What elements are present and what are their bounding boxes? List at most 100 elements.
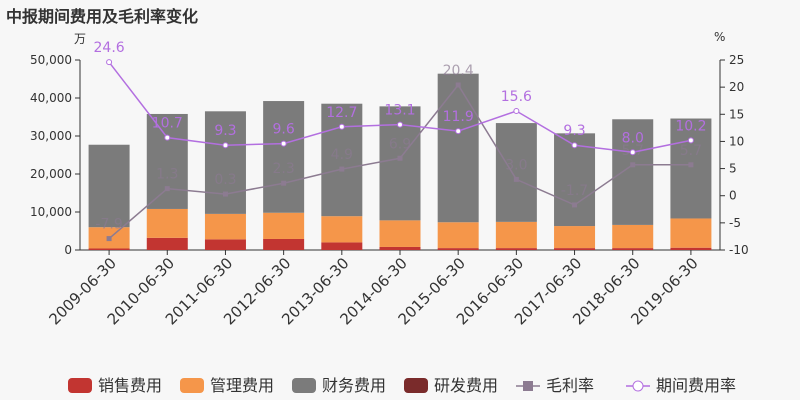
bar-segment	[263, 101, 305, 213]
bar-segment	[263, 212, 305, 239]
line-point	[572, 202, 578, 208]
line-point	[397, 121, 403, 128]
y-right-tick-label: -5	[729, 216, 741, 230]
right-axis-unit: %	[714, 30, 726, 44]
bar-segment	[88, 248, 130, 250]
bar-segment	[495, 248, 537, 250]
bar-segment	[612, 248, 654, 250]
data-label: 8.0	[622, 130, 644, 146]
legend-label: 财务费用	[322, 376, 386, 395]
bar-segment	[146, 237, 188, 250]
line-point	[106, 236, 112, 242]
bar-segment	[495, 221, 537, 249]
line-point	[338, 123, 345, 130]
y-left-tick-label: 10,000	[30, 205, 72, 219]
data-label: 15.6	[501, 89, 532, 105]
line-point	[222, 142, 229, 149]
data-label: 6.9	[389, 136, 411, 152]
y-right-tick-label: 20	[729, 80, 744, 94]
line-point	[629, 149, 636, 156]
line-point	[339, 166, 345, 172]
bar-segment	[670, 118, 712, 219]
line-point	[222, 191, 228, 197]
legend-swatch	[180, 378, 204, 393]
line-point	[164, 134, 171, 141]
bar-segment	[146, 113, 188, 209]
legend-label: 毛利率	[546, 376, 594, 395]
bar-segment	[437, 248, 479, 250]
data-label: 2.3	[273, 161, 295, 177]
bar-segment	[146, 208, 188, 238]
line-point	[513, 108, 520, 115]
line-point	[513, 176, 519, 182]
y-right-tick-label: -10	[729, 243, 749, 257]
bar-segment	[263, 238, 305, 250]
data-label: 0.3	[214, 172, 236, 188]
data-label: 13.1	[384, 103, 415, 119]
data-label: 3.0	[505, 157, 527, 173]
bar-segment	[554, 226, 596, 249]
bar-segment	[321, 216, 363, 243]
bar-segment	[612, 119, 654, 225]
legend-swatch	[68, 378, 92, 393]
legend-marker	[632, 380, 644, 392]
line-point	[164, 186, 170, 192]
bar-segment	[204, 239, 246, 250]
line-point	[397, 155, 403, 161]
data-label: 24.6	[94, 40, 125, 56]
line-point	[688, 162, 694, 168]
bar-segment	[204, 213, 246, 240]
line-point	[280, 140, 287, 147]
data-label: 10.2	[675, 118, 706, 134]
data-label: 4.9	[331, 147, 353, 163]
data-label: 10.7	[152, 116, 183, 132]
data-label: 12.7	[326, 105, 357, 121]
bar-segment	[670, 218, 712, 248]
chart-title: 中报期间费用及毛利率变化	[6, 7, 199, 26]
bar-segment	[88, 144, 130, 228]
data-label: 9.3	[563, 123, 585, 139]
y-left-tick-label: 30,000	[30, 129, 72, 143]
bar-segment	[554, 248, 596, 250]
legend-marker	[523, 381, 533, 391]
data-label: 9.6	[273, 122, 295, 138]
y-right-tick-label: 25	[729, 53, 744, 67]
legend-label: 管理费用	[210, 376, 274, 395]
data-label: 20.4	[443, 63, 474, 79]
line-point	[687, 137, 694, 144]
bar-segment	[321, 103, 363, 217]
left-axis-unit: 万	[74, 32, 87, 46]
data-label: 11.9	[443, 109, 474, 125]
y-left-tick-label: 0	[64, 243, 72, 257]
legend-label: 期间费用率	[656, 376, 736, 395]
data-label: 5.7	[680, 143, 702, 159]
line-point	[106, 59, 113, 66]
legend-label: 研发费用	[434, 376, 498, 395]
legend-swatch	[292, 378, 316, 393]
line-point	[455, 82, 461, 88]
data-label: -7.9	[95, 217, 122, 233]
data-label: -1.7	[561, 183, 588, 199]
bar-segment	[670, 247, 712, 250]
data-label: 1.3	[156, 167, 178, 183]
y-left-tick-label: 20,000	[30, 167, 72, 181]
y-right-tick-label: 0	[729, 189, 737, 203]
bar-segment	[379, 246, 421, 250]
bar-segment	[554, 133, 596, 227]
bar-segment	[437, 222, 479, 249]
line-point	[281, 180, 287, 186]
y-left-tick-label: 50,000	[30, 53, 72, 67]
line-point	[630, 162, 636, 168]
y-right-tick-label: 10	[729, 134, 744, 148]
bar-segment	[612, 224, 654, 249]
line-point	[571, 142, 578, 149]
data-label: 9.3	[214, 123, 236, 139]
bar-segment	[437, 73, 479, 223]
bar-segment	[321, 242, 363, 250]
legend-label: 销售费用	[98, 376, 162, 395]
bar-segment	[379, 220, 421, 247]
line-point	[455, 128, 462, 135]
y-right-tick-label: 15	[729, 107, 744, 121]
